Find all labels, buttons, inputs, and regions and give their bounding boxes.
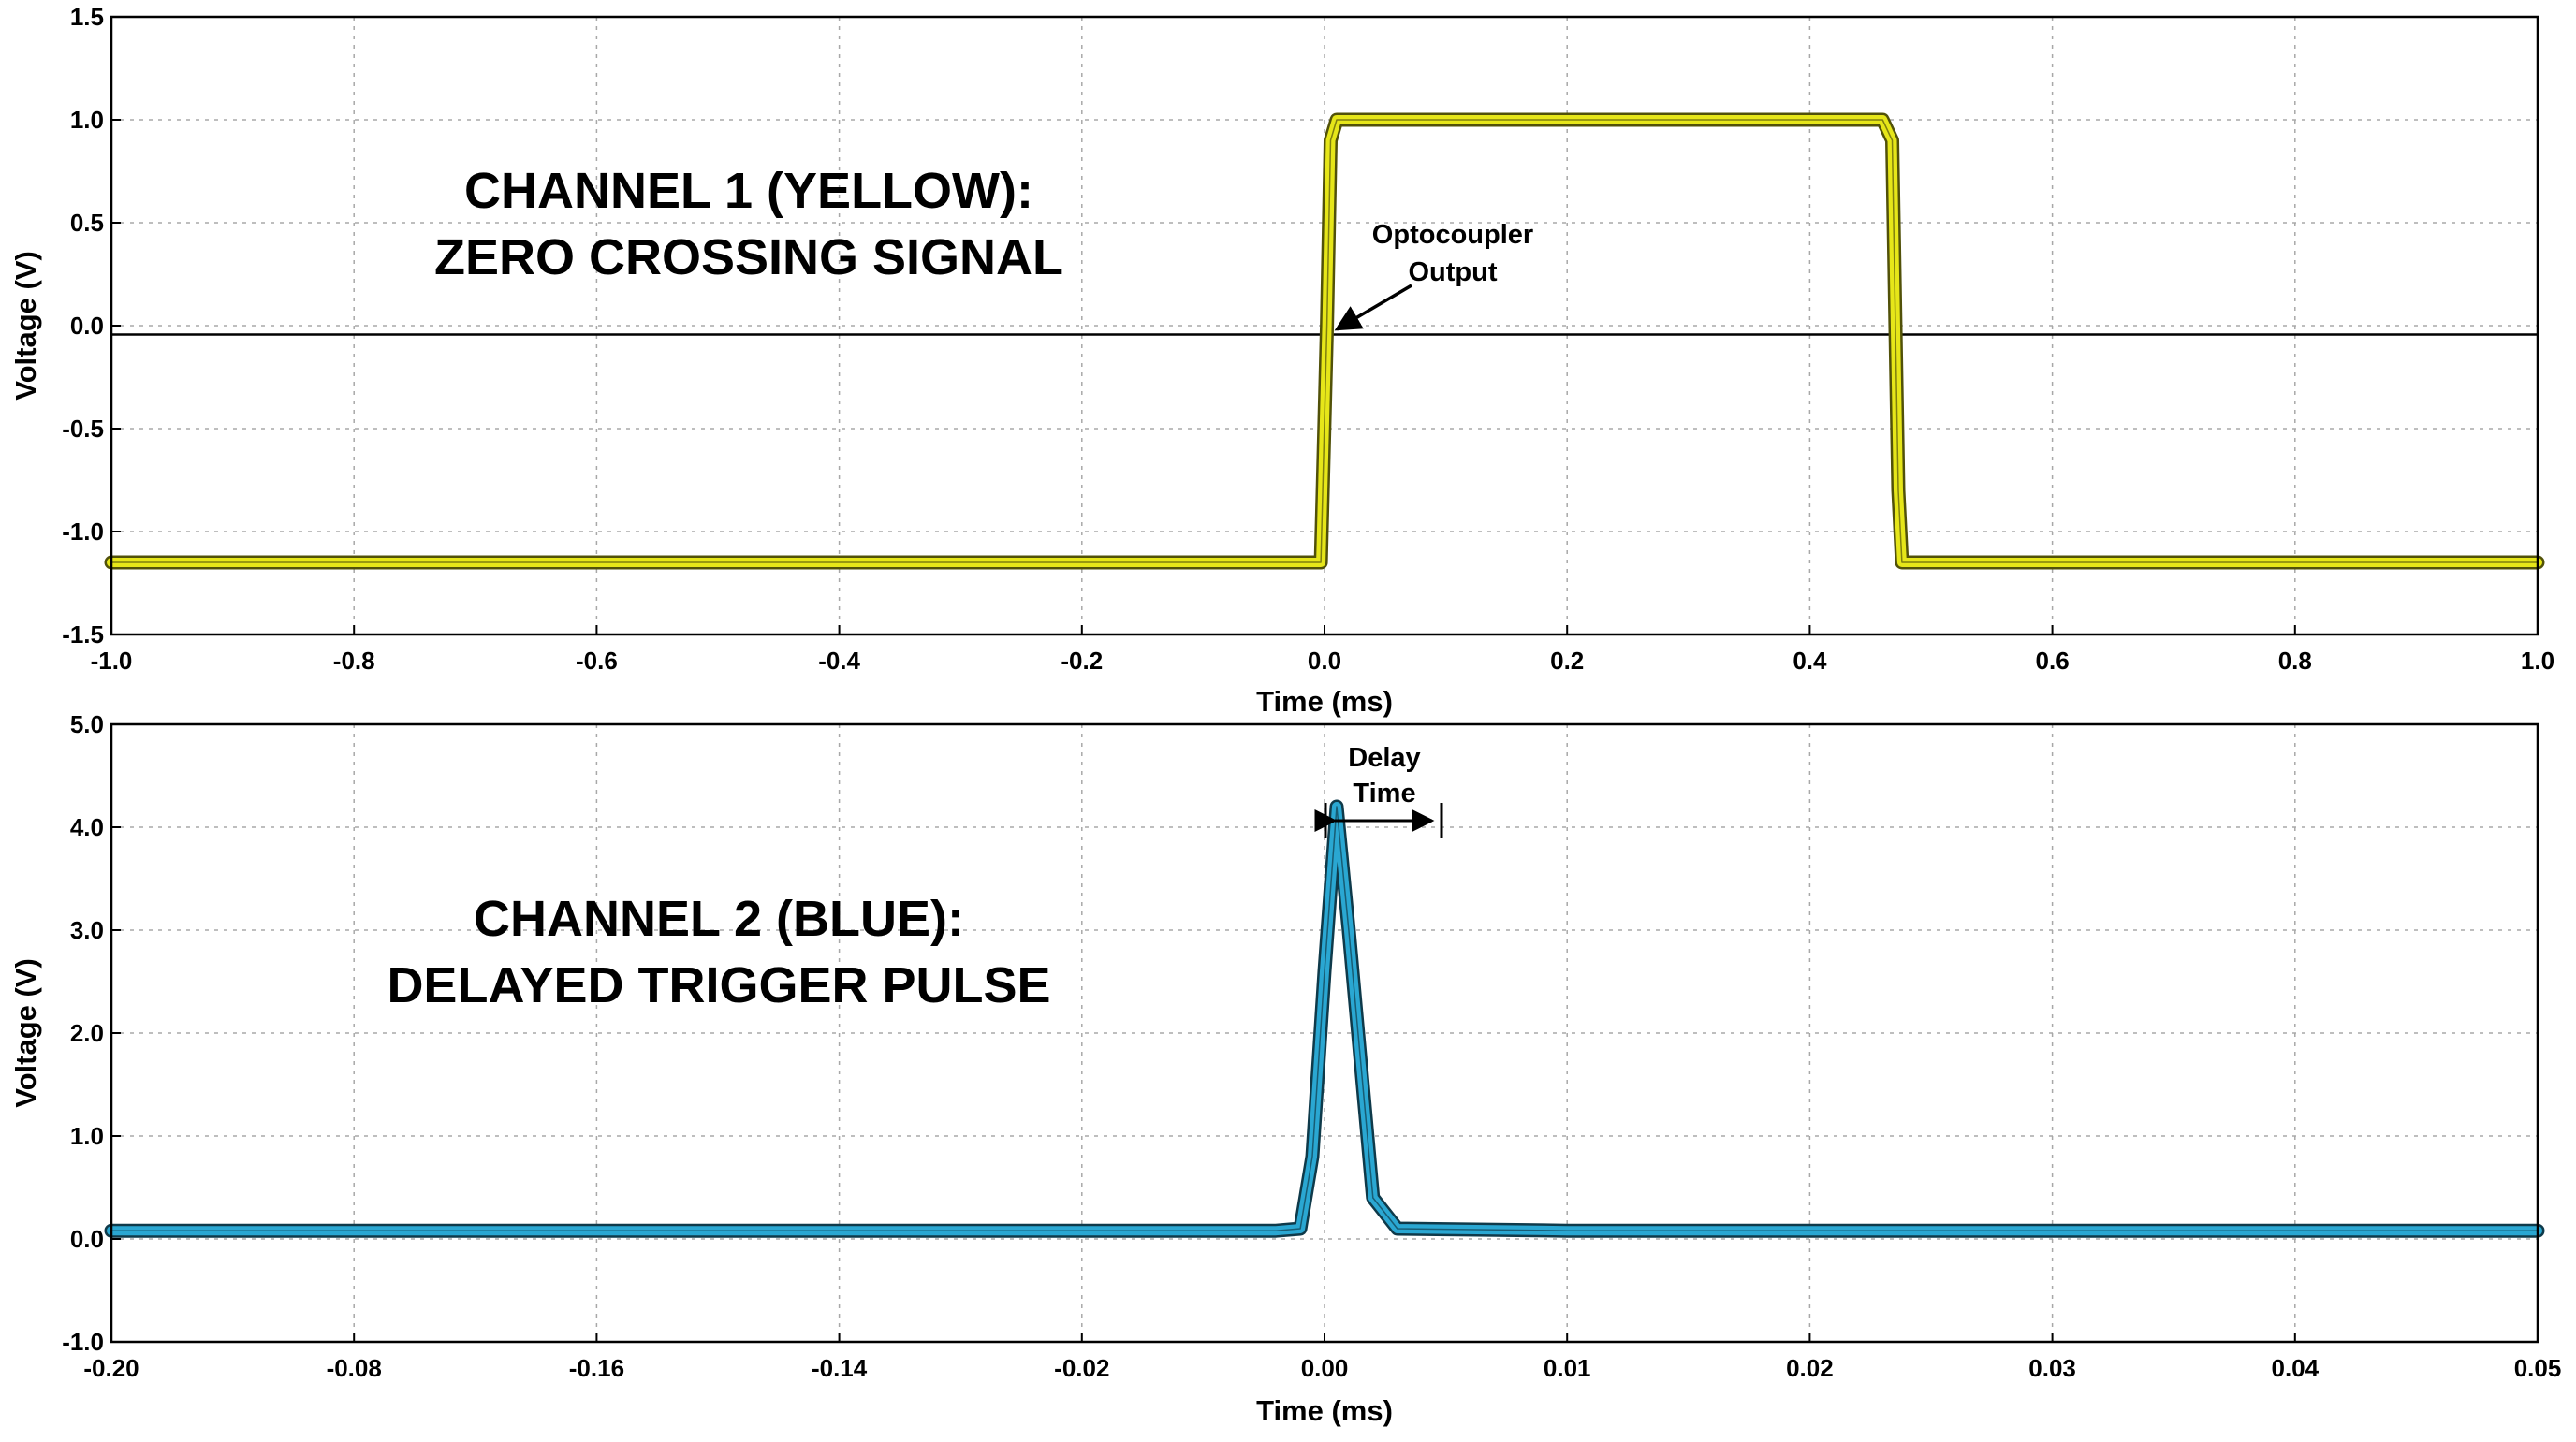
x-tick-label: 0.0	[1308, 647, 1341, 675]
x-tick-label: 0.05	[2514, 1354, 2562, 1382]
x-tick-label: -0.20	[83, 1354, 139, 1382]
y-axis-title: Voltage (V)	[9, 958, 42, 1108]
channel-label-line2: DELAYED TRIGGER PULSE	[387, 957, 1050, 1013]
x-tick-label: 0.00	[1301, 1354, 1349, 1382]
yellow-trace	[104, 112, 2545, 570]
annotation-line2: Output	[1408, 257, 1497, 287]
y-axis-title: Voltage (V)	[9, 251, 42, 401]
x-tick-label: 0.04	[2271, 1354, 2319, 1382]
x-tick-label: 1.0	[2521, 647, 2554, 675]
x-tick-labels: -0.20 -0.08 -0.16 -0.14 -0.02 0.00 0.01 0.02 0.0…	[83, 1354, 2561, 1382]
y-tick-labels: 1.5 1.0 0.5 0.0 -0.5 -1.0 -1.5	[62, 3, 104, 648]
annotation-line1: Optocoupler	[1372, 220, 1533, 250]
y-tick-label: 0.0	[70, 312, 104, 340]
delay-annotation-line1: Delay	[1348, 743, 1420, 773]
y-tick-label: -0.5	[62, 415, 104, 443]
grid	[110, 723, 2539, 1343]
x-tick-label: -0.14	[812, 1354, 868, 1382]
x-axis-title: Time (ms)	[1256, 685, 1393, 718]
x-tick-label: -0.8	[333, 647, 375, 675]
blue-trace	[104, 799, 2545, 1238]
x-tick-label: 0.6	[2036, 647, 2070, 675]
annotation-arrow	[1334, 284, 1412, 331]
channel-label-line1: CHANNEL 1 (YELLOW):	[464, 163, 1033, 219]
y-tick-label: 0.5	[70, 209, 104, 237]
x-tick-label: -0.02	[1054, 1354, 1109, 1382]
x-tick-label: 0.4	[1793, 647, 1827, 675]
plot-frame	[110, 15, 2539, 636]
trace-centerline	[111, 119, 2538, 563]
y-tick-label: 3.0	[70, 916, 104, 944]
y-tick-label: -1.0	[62, 517, 104, 546]
x-tick-label: 0.01	[1544, 1354, 1591, 1382]
x-tick-label: -0.4	[818, 647, 860, 675]
x-tick-label: -0.08	[327, 1354, 382, 1382]
x-tick-label: -1.0	[91, 647, 133, 675]
channel-label-line1: CHANNEL 2 (BLUE):	[474, 891, 964, 947]
y-tick-label: 1.0	[70, 106, 104, 134]
y-tick-label: 4.0	[70, 813, 104, 841]
trace-centerline	[111, 806, 2538, 1231]
channel-label-line2: ZERO CROSSING SIGNAL	[434, 229, 1063, 285]
x-tick-label: 0.03	[2028, 1354, 2076, 1382]
x-axis-title: Time (ms)	[1256, 1394, 1393, 1427]
y-tick-label: 0.0	[70, 1225, 104, 1253]
y-tick-label: 5.0	[70, 710, 104, 738]
y-tick-label: 1.5	[70, 3, 104, 31]
x-tick-label: -0.2	[1061, 647, 1103, 675]
x-tick-label: 0.2	[1550, 647, 1584, 675]
y-tick-label: -1.5	[62, 620, 104, 648]
delay-annotation-line2: Time	[1353, 779, 1415, 808]
y-tick-labels: 5.0 4.0 3.0 2.0 1.0 0.0 -1.0	[62, 710, 104, 1356]
x-tick-label: -0.6	[576, 647, 618, 675]
plot-frame	[110, 722, 2539, 1344]
x-tick-label: -0.16	[569, 1354, 624, 1382]
x-tick-labels: -1.0 -0.8 -0.6 -0.4 -0.2 0.0 0.2 0.4 0.6 0.8 1.0	[91, 647, 2554, 675]
channel-1-panel: 1.51.00.50.0-0.5-1.0-1.5 -1.0 -0.8 -0.6 -0.…	[9, 3, 2554, 718]
y-tick-label: -1.0	[62, 1328, 104, 1356]
y-tick-label: 2.0	[70, 1019, 104, 1047]
y-tick-label: 1.0	[70, 1122, 104, 1150]
channel-2-panel: 5.04.03.02.01.00.0-1.0 -0.20 -0.08 -0.16 -0…	[9, 710, 2561, 1427]
x-tick-label: 0.02	[1786, 1354, 1834, 1382]
x-tick-label: 0.8	[2278, 647, 2312, 675]
